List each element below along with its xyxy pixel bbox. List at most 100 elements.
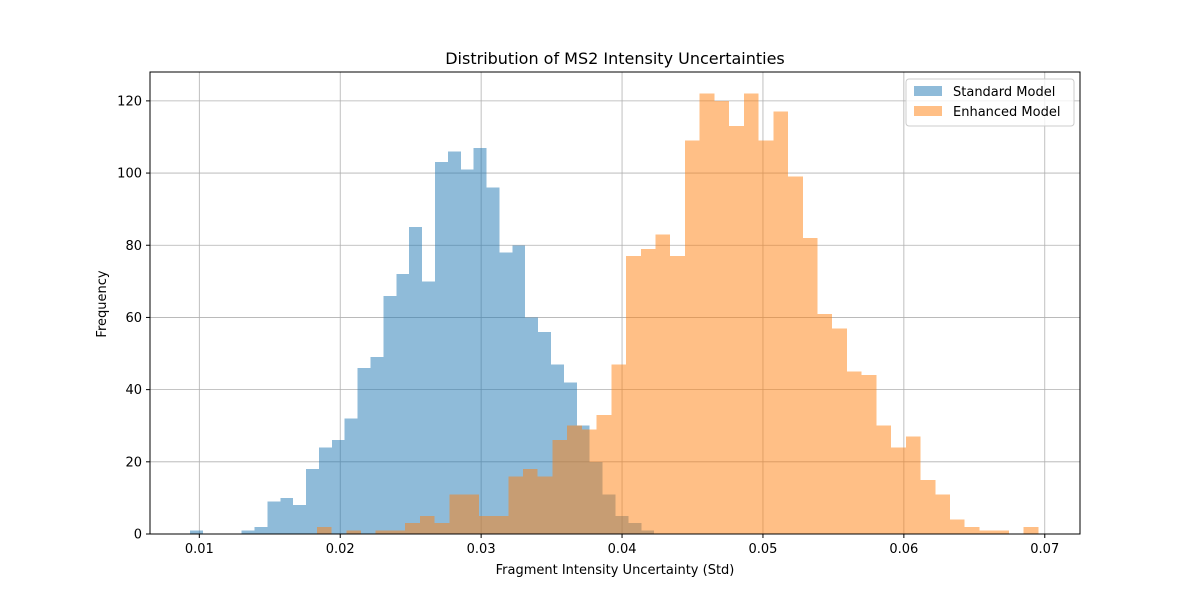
legend: Standard Model Enhanced Model <box>905 78 1075 127</box>
histogram-bar <box>508 476 523 534</box>
histogram-bar <box>409 227 423 534</box>
histogram-bar <box>1023 526 1039 534</box>
histogram-bar <box>817 313 833 534</box>
histogram-bar <box>405 523 420 534</box>
histogram-bar <box>832 328 847 534</box>
histogram-bar <box>375 530 391 534</box>
histogram-bar <box>318 447 332 534</box>
x-tick-label: 0.06 <box>889 542 918 557</box>
histogram-bar <box>478 515 494 534</box>
legend-swatch <box>914 106 942 116</box>
x-tick-label: 0.05 <box>748 542 777 557</box>
histogram-bar <box>512 245 526 534</box>
histogram-bar <box>626 256 641 534</box>
y-axis-ticks: 0 20 40 60 80 100 120 <box>117 94 150 543</box>
histogram-bar <box>280 497 294 534</box>
histogram-bar <box>905 436 921 534</box>
histogram-bar <box>802 238 818 534</box>
axes <box>149 71 1081 535</box>
histogram-bar <box>190 530 203 534</box>
histogram-bar <box>434 162 448 534</box>
histogram-bar <box>729 126 744 534</box>
histogram-bar <box>449 494 465 534</box>
series-1-bars <box>190 147 655 534</box>
plot-frame <box>149 71 1081 535</box>
legend-label: Enhanced Model <box>953 105 1060 120</box>
histogram-bar <box>267 501 281 534</box>
histogram-bar <box>758 140 774 534</box>
histogram-bar <box>460 169 474 534</box>
histogram-bar <box>344 418 358 534</box>
y-tick-label: 120 <box>117 94 142 109</box>
x-tick-label: 0.03 <box>467 542 496 557</box>
histogram-bar <box>293 505 307 534</box>
x-axis-ticks: 0.01 0.02 0.03 0.04 0.05 0.06 0.07 <box>185 534 1059 557</box>
histogram-bar <box>370 357 384 534</box>
y-axis-label: Frequency <box>95 270 110 337</box>
series-2-bars <box>316 93 1039 534</box>
y-tick-label: 40 <box>125 383 142 398</box>
histogram-bar <box>714 100 730 534</box>
legend-label: Standard Model <box>953 85 1055 100</box>
x-tick-label: 0.07 <box>1030 542 1059 557</box>
histogram-bar <box>861 375 877 534</box>
histogram-bar <box>684 140 700 534</box>
y-tick-label: 60 <box>125 311 142 326</box>
histogram-bar <box>306 469 319 534</box>
histogram-bar <box>743 93 759 534</box>
histogram-bar <box>316 526 332 534</box>
histogram-bar <box>640 248 656 534</box>
histogram-bar <box>486 187 500 534</box>
histogram-bar <box>383 295 397 534</box>
histogram-bars <box>190 93 1039 534</box>
chart-title: Distribution of MS2 Intensity Uncertaint… <box>445 49 785 68</box>
histogram-bar <box>581 429 597 534</box>
histogram-bar <box>522 469 538 534</box>
histogram-bar <box>447 151 461 534</box>
legend-swatch <box>914 86 942 96</box>
x-tick-label: 0.02 <box>326 542 355 557</box>
histogram-bar <box>422 281 435 534</box>
histogram-bar <box>567 425 582 534</box>
histogram-bar <box>611 364 627 534</box>
histogram-bar <box>419 515 435 534</box>
y-tick-label: 100 <box>117 167 142 182</box>
histogram-bar <box>994 530 1009 534</box>
histogram-bar <box>396 274 410 534</box>
histogram-bar <box>499 252 513 534</box>
histogram-bar <box>434 523 450 534</box>
histogram-bar <box>773 111 789 534</box>
y-tick-label: 20 <box>125 455 142 470</box>
histogram-bar <box>920 479 936 534</box>
y-tick-label: 0 <box>134 528 142 543</box>
x-axis-label: Fragment Intensity Uncertainty (Std) <box>496 563 735 578</box>
histogram-bar <box>964 526 980 534</box>
histogram-bar <box>699 93 715 534</box>
y-tick-label: 80 <box>125 239 142 254</box>
histogram-bar <box>891 447 906 534</box>
histogram-bar <box>390 530 406 534</box>
histogram-bar <box>935 494 951 534</box>
histogram-bar <box>950 519 965 534</box>
histogram-bar <box>537 476 553 534</box>
histogram-bar <box>596 414 612 534</box>
histogram-bar <box>464 494 479 534</box>
histogram-bar <box>876 425 892 534</box>
histogram-bar <box>979 530 995 534</box>
histogram-bar <box>241 530 255 534</box>
histogram-bar <box>473 147 487 534</box>
histogram-bar <box>552 440 568 534</box>
histogram-bar <box>357 367 371 534</box>
x-tick-label: 0.01 <box>185 542 214 557</box>
histogram-bar <box>346 530 362 534</box>
x-tick-label: 0.04 <box>608 542 637 557</box>
histogram-bar <box>493 515 509 534</box>
histogram-bar <box>788 176 803 534</box>
histogram-bar <box>670 256 685 534</box>
histogram-bar <box>331 440 345 534</box>
legend-box <box>905 78 1075 127</box>
histogram-bar <box>254 526 268 534</box>
histogram-bar <box>846 371 862 534</box>
histogram-bar <box>655 234 671 534</box>
